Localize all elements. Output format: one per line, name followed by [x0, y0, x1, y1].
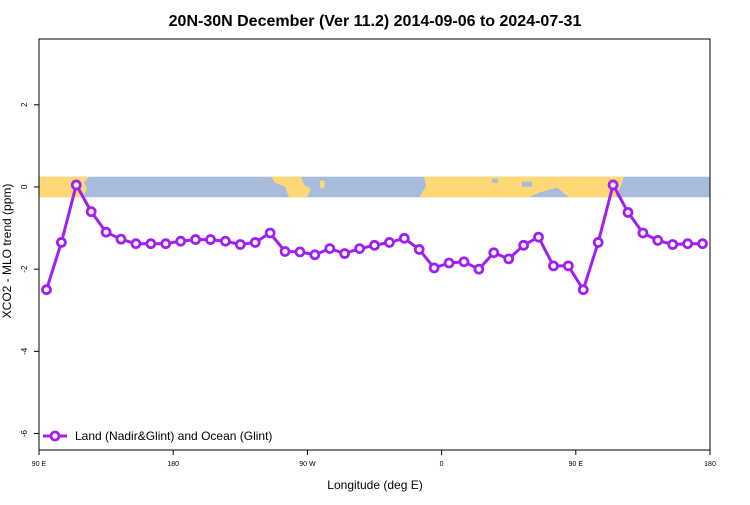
data-point [190, 234, 201, 245]
x-axis: 90 E 180 90 W 0 90 E 180 [32, 450, 716, 468]
y-tick-label: 0 [20, 184, 29, 189]
data-point [548, 260, 559, 272]
data-point [458, 256, 470, 268]
data-point [264, 227, 276, 239]
data-point [592, 237, 604, 248]
data-point [518, 239, 530, 251]
x-tick-label: 90 E [32, 461, 47, 468]
data-point [577, 284, 589, 296]
series-line [45, 183, 703, 292]
data-point [637, 227, 649, 239]
data-point [70, 179, 82, 191]
y-tick-label: -4 [20, 347, 29, 355]
legend-label: Land (Nadir&Glint) and Ocean (Glint) [75, 429, 272, 443]
y-tick-label: -2 [20, 265, 29, 273]
legend: Land (Nadir&Glint) and Ocean (Glint) [43, 429, 272, 443]
map-land-2 [320, 180, 325, 189]
data-point [160, 238, 172, 250]
data-point [562, 260, 574, 272]
data-point [339, 248, 351, 259]
map-ocean-inlet [522, 181, 532, 187]
series-layer [41, 179, 708, 296]
map-land-3 [419, 176, 624, 198]
x-tick-label: 180 [704, 461, 716, 468]
data-point [652, 234, 664, 246]
data-point [667, 239, 679, 250]
data-point [249, 237, 261, 248]
x-axis-label: Longitude (deg E) [327, 478, 422, 492]
data-point [622, 207, 634, 218]
data-point [294, 246, 306, 258]
data-point [697, 238, 708, 250]
x-tick-label: 0 [440, 461, 444, 468]
data-point [234, 239, 246, 250]
data-point [41, 284, 52, 296]
chart-title: 20N-30N December (Ver 11.2) 2014-09-06 t… [169, 13, 582, 30]
y-tick-label: -6 [20, 429, 29, 437]
data-point [413, 244, 425, 255]
data-point [145, 238, 157, 250]
data-point [309, 249, 321, 261]
data-point [354, 243, 365, 255]
x-tick-label: 90 E [569, 461, 584, 468]
y-axis: -6 -4 -2 0 2 [20, 102, 39, 437]
data-point [55, 237, 67, 248]
data-point [682, 238, 694, 250]
data-point [488, 247, 500, 259]
map-ocean-inlet [492, 178, 498, 183]
data-point [384, 237, 395, 248]
data-point [130, 238, 142, 250]
data-point [607, 179, 619, 191]
data-point [85, 206, 97, 218]
x-tick-label: 90 W [299, 461, 316, 468]
data-point [428, 262, 440, 274]
y-tick-label: 2 [20, 102, 29, 107]
data-point [115, 233, 127, 245]
data-point [324, 243, 336, 255]
data-point [279, 246, 291, 257]
data-point [100, 226, 112, 238]
data-point [503, 253, 515, 265]
data-point [473, 263, 485, 275]
data-point [219, 235, 231, 247]
world-map-band [39, 176, 710, 198]
plot-frame [38, 38, 711, 451]
legend-marker [49, 430, 61, 442]
data-point [443, 257, 455, 269]
map-land-1 [271, 176, 311, 198]
data-point [533, 231, 544, 243]
x-tick-label: 180 [167, 461, 179, 468]
data-point [175, 235, 187, 247]
y-axis-label: XCO2 - MLO trend (ppm) [0, 184, 14, 319]
data-point [369, 239, 380, 251]
data-point [205, 234, 216, 245]
data-point [398, 232, 410, 244]
